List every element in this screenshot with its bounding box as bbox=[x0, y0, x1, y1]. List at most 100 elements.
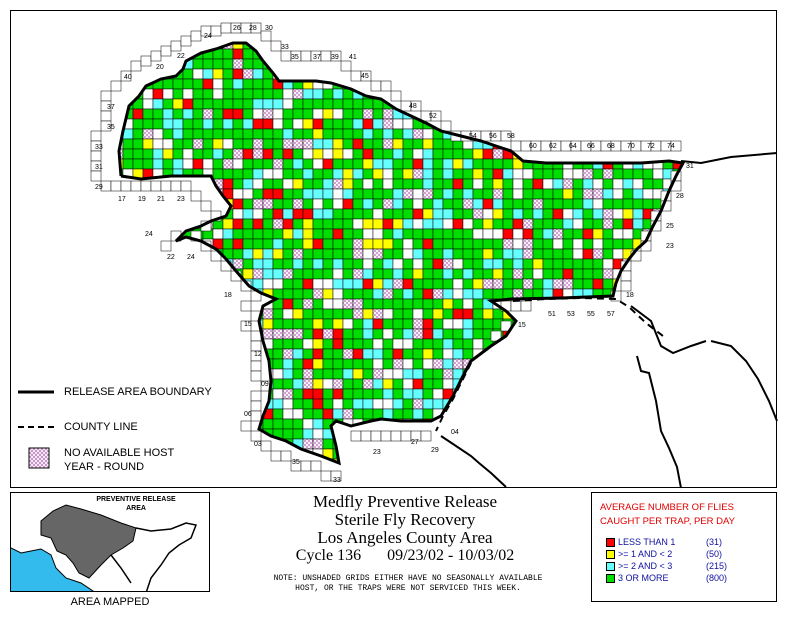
grid-cell bbox=[412, 328, 424, 340]
grid-cell bbox=[312, 388, 324, 400]
grid-cell bbox=[422, 168, 434, 180]
grid-cell bbox=[262, 188, 274, 200]
grid-cell bbox=[280, 450, 292, 462]
grid-cell bbox=[572, 238, 584, 250]
grid-cell bbox=[322, 398, 334, 410]
grid-cell bbox=[572, 278, 584, 290]
grid-cell bbox=[282, 88, 294, 100]
grid-cell bbox=[332, 398, 344, 410]
grid-cell bbox=[292, 118, 304, 130]
grid-cell bbox=[682, 178, 683, 190]
grid-cell bbox=[122, 208, 134, 220]
grid-cell bbox=[202, 58, 214, 70]
grid-cell bbox=[362, 138, 374, 150]
grid-cell bbox=[642, 98, 654, 110]
grid-cell bbox=[482, 108, 494, 120]
grid-cell bbox=[162, 158, 174, 170]
grid-cell bbox=[362, 408, 374, 420]
grid-cell bbox=[532, 348, 544, 360]
grid-cell bbox=[632, 43, 644, 50]
grid-cell bbox=[270, 450, 282, 462]
grid-cell bbox=[372, 278, 384, 290]
grid-cell bbox=[682, 398, 683, 410]
grid-cell bbox=[332, 368, 344, 380]
grid-cell bbox=[372, 178, 384, 190]
grid-cell bbox=[422, 48, 434, 60]
grid-cell bbox=[652, 368, 664, 380]
grid-cell bbox=[542, 128, 554, 140]
grid-cell bbox=[372, 298, 384, 310]
grid-cell bbox=[202, 338, 214, 350]
grid-cell bbox=[612, 418, 624, 430]
grid-cell bbox=[452, 118, 464, 130]
grid-cell bbox=[372, 198, 384, 210]
grid-cell bbox=[533, 469, 543, 479]
grid-cell bbox=[642, 388, 654, 400]
grid-cell bbox=[492, 108, 504, 120]
grid-cell bbox=[492, 228, 504, 240]
grid-cell bbox=[512, 118, 524, 130]
grid-cell bbox=[342, 308, 354, 320]
grid-cell bbox=[272, 238, 284, 250]
grid-cell bbox=[522, 408, 534, 420]
grid-cell bbox=[119, 328, 124, 340]
grid-cell bbox=[392, 408, 404, 420]
grid-cell bbox=[312, 43, 324, 50]
grid-cell bbox=[322, 43, 334, 50]
grid-cell bbox=[242, 68, 254, 80]
grid-cell bbox=[542, 428, 554, 440]
grid-cell bbox=[562, 418, 574, 430]
grid-cell bbox=[462, 228, 474, 240]
grid-cell bbox=[402, 148, 414, 160]
grid-cell bbox=[682, 288, 683, 300]
grid-cell bbox=[572, 388, 584, 400]
grid-cell bbox=[272, 308, 284, 320]
grid-cell bbox=[292, 88, 304, 100]
grid-cell bbox=[282, 148, 294, 160]
grid-cell bbox=[412, 318, 424, 330]
grid-cell bbox=[612, 43, 624, 50]
grid-cell bbox=[142, 288, 154, 300]
grid-cell bbox=[322, 318, 334, 330]
grid-cell bbox=[642, 438, 654, 450]
grid-cell bbox=[260, 440, 272, 452]
grid-cell bbox=[512, 98, 524, 110]
grid-cell bbox=[272, 358, 284, 370]
grid-cell bbox=[452, 358, 464, 370]
grid-cell bbox=[192, 178, 204, 190]
grid-cell bbox=[382, 388, 394, 400]
grid-cell bbox=[662, 43, 674, 50]
grid-cell bbox=[522, 348, 534, 360]
grid-cell bbox=[152, 278, 164, 290]
grid-cell bbox=[292, 268, 304, 280]
grid-cell bbox=[643, 469, 653, 479]
grid-label: 09 bbox=[261, 381, 269, 388]
grid-cell bbox=[272, 198, 284, 210]
grid-cell bbox=[512, 218, 524, 230]
grid-cell bbox=[382, 278, 394, 290]
key-row-green: 3 OR MORE (800) bbox=[606, 573, 727, 584]
grid-cell bbox=[332, 328, 344, 340]
grid-cell bbox=[372, 318, 384, 330]
grid-cell bbox=[392, 198, 404, 210]
grid-cell bbox=[672, 218, 683, 230]
grid-cell bbox=[362, 98, 374, 110]
grid-cell bbox=[492, 248, 504, 260]
grid-cell bbox=[392, 338, 404, 350]
grid-cell bbox=[522, 43, 534, 50]
grid-cell bbox=[152, 298, 164, 310]
grid-cell bbox=[573, 469, 583, 479]
grid-cell bbox=[682, 68, 683, 80]
grid-cell bbox=[492, 398, 504, 410]
grid-cell bbox=[302, 288, 314, 300]
grid-cell bbox=[442, 298, 454, 310]
grid-cell bbox=[202, 368, 214, 380]
grid-cell bbox=[622, 58, 634, 70]
grid-cell bbox=[472, 98, 484, 110]
grid-label: 57 bbox=[607, 311, 615, 318]
grid-cell bbox=[162, 458, 174, 463]
grid-cell bbox=[282, 228, 294, 240]
grid-cell bbox=[562, 43, 574, 50]
grid-cell bbox=[132, 358, 144, 370]
grid-cell bbox=[322, 148, 334, 160]
